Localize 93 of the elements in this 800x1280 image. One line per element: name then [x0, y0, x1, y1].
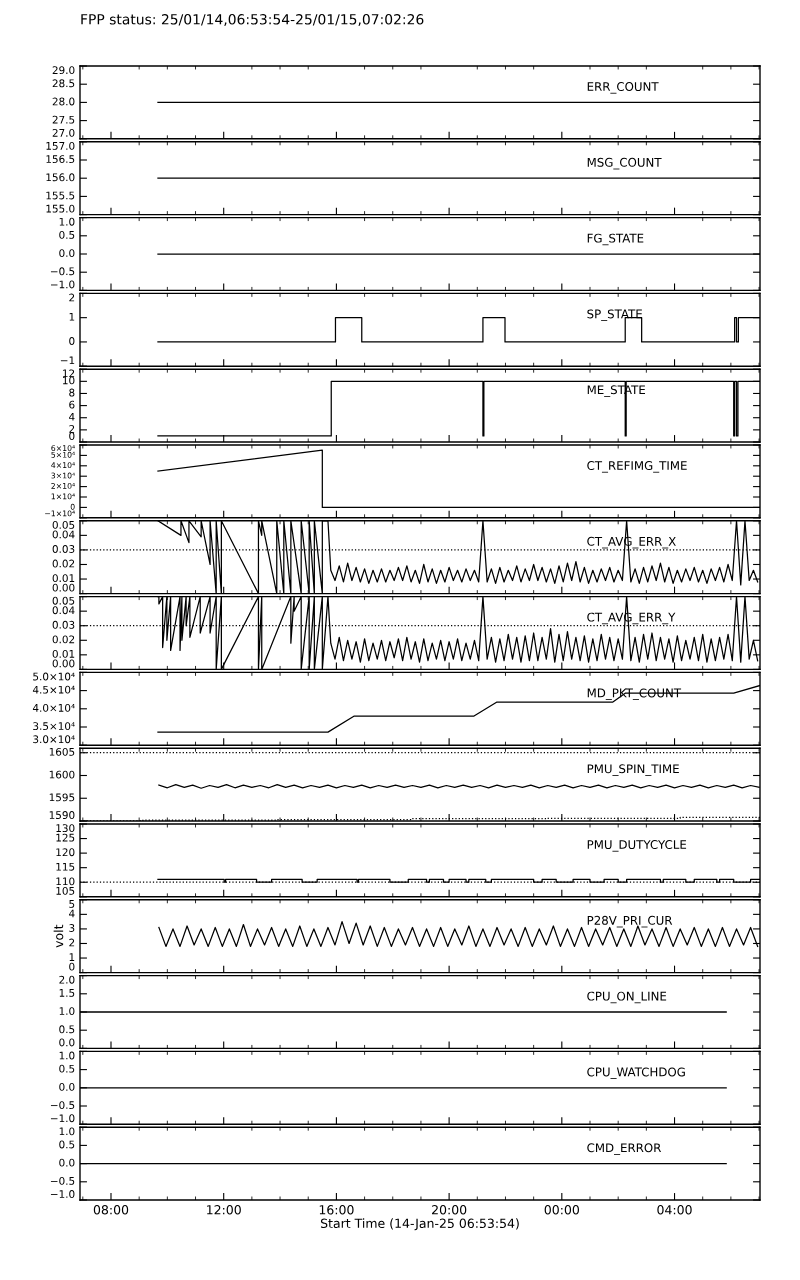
y-tick-label: 12	[63, 369, 75, 378]
y-tick-label: 155.5	[46, 191, 75, 200]
y-tick-label: 0.05	[52, 596, 75, 605]
y-tick-label: 29.0	[52, 66, 75, 75]
y-tick-label: 6	[69, 400, 75, 409]
y-tick-label: 3.5×10⁴	[33, 722, 75, 731]
y-tick-label: 110	[56, 877, 75, 886]
y-tick-label: 0.03	[52, 620, 75, 629]
y-tick-label: −0.5	[50, 1176, 75, 1185]
y-tick-label: 4	[69, 909, 75, 918]
y-tick-label: 0.04	[52, 606, 75, 615]
legend-label: CPU_ON_LINE	[587, 991, 667, 1004]
y-tick-label: 0.5	[59, 1140, 75, 1149]
legend-label: CPU_WATCHDOG	[587, 1067, 685, 1080]
y-tick-label: 5.0×10⁴	[33, 672, 75, 681]
y-tick-label: 130	[56, 824, 75, 833]
y-tick-label: 27.0	[52, 128, 75, 137]
y-tick-label: 28.5	[52, 79, 75, 88]
y-tick-label: 0.0	[59, 1158, 75, 1167]
y-tick-label: 4.5×10⁴	[32, 685, 75, 694]
y-tick-label: 0.01	[52, 574, 75, 583]
y-tick-label: 120	[56, 848, 75, 857]
y-tick-label: 27.5	[52, 115, 75, 124]
y-tick-label: 157.0	[46, 141, 75, 150]
y-tick-label: 156.0	[46, 173, 75, 182]
y-tick-label: 0	[69, 432, 75, 440]
x-tick-label: 00:00	[544, 1205, 579, 1215]
y-tick-label: 1	[69, 953, 75, 961]
y-tick-label: −0.5	[50, 1101, 75, 1110]
y-tick-label: 0.01	[52, 649, 75, 658]
y-tick-label: 0.00	[52, 659, 75, 668]
x-tick-label: 04:00	[657, 1205, 692, 1215]
x-tick-label: 12:00	[207, 1205, 241, 1215]
y-tick-label: 0.02	[52, 635, 75, 644]
chart-title: FPP status: 25/01/14,06:53:54-25/01/15,07:02:26	[81, 14, 424, 26]
y-tick-label: 0.5	[59, 1025, 75, 1034]
legend-label: PMU_DUTYCYCLE	[587, 840, 687, 852]
y-tick-label: 4.0×10⁴	[32, 703, 75, 712]
y-tick-label: 155.0	[46, 204, 75, 213]
x-tick-label: 16:00	[319, 1205, 354, 1215]
y-tick-label: 2.0	[59, 975, 75, 984]
y-tick-label: 0	[69, 337, 75, 345]
legend-label: ERR_COUNT	[587, 82, 659, 94]
y-tick-label: 3	[69, 924, 75, 932]
y-tick-label: 1595	[49, 793, 75, 802]
y-tick-label: 1.0	[59, 1051, 75, 1060]
legend-label: FG_STATE	[587, 233, 644, 246]
y-tick-label: 1600	[49, 770, 75, 779]
legend-label: PMU_SPIN_TIME	[587, 764, 679, 776]
y-tick-label: −1.0	[50, 1190, 75, 1198]
y-tick-label: 0.5	[59, 230, 75, 239]
y-tick-label: 3.0×10⁴	[33, 735, 75, 744]
y-tick-label: 1.0	[59, 1007, 75, 1016]
legend-label: P28V_PRI_CUR	[587, 915, 673, 928]
y-tick-label: 0.0	[59, 249, 75, 258]
legend-label: MSG_COUNT	[587, 157, 662, 170]
y-tick-label: 0.02	[52, 559, 75, 568]
y-tick-label: 2	[69, 425, 75, 433]
y-tick-label: 5	[69, 900, 75, 908]
y-tick-label: 1.0	[59, 217, 75, 226]
y-tick-label: 0.00	[52, 583, 75, 592]
y-tick-label: −1	[60, 356, 75, 365]
y-tick-label: 10	[63, 376, 75, 385]
y-tick-label: 0.05	[52, 520, 75, 529]
y-tick-label: −1.0	[50, 1114, 75, 1123]
y-tick-label: 0	[69, 962, 75, 971]
y-tick-label: 0.0	[59, 1082, 75, 1091]
y-tick-label: 0.0	[59, 1038, 75, 1047]
y-tick-label: 28.0	[52, 97, 75, 106]
y-tick-label: 1590	[49, 811, 75, 819]
legend-label: CT_REFIMG_TIME	[587, 461, 687, 473]
y-axis-title: volt	[53, 924, 64, 948]
y-tick-label: 0.03	[52, 545, 75, 553]
y-tick-label: 115	[56, 862, 75, 871]
x-tick-label: 20:00	[432, 1205, 467, 1215]
legend-label: CMD_ERROR	[587, 1143, 662, 1155]
y-tick-label: 1	[69, 312, 75, 321]
y-tick-label: 1.5	[59, 989, 75, 997]
x-axis-title: Start Time (14-Jan-25 06:53:54)	[320, 1218, 519, 1231]
x-tick-label: 08:00	[93, 1205, 129, 1215]
y-tick-label: 4	[69, 413, 75, 421]
y-tick-label: 156.5	[46, 155, 75, 164]
y-tick-label: 125	[56, 833, 75, 842]
y-tick-label: −1.0	[50, 280, 75, 289]
y-tick-label: 0.5	[59, 1064, 75, 1073]
y-tick-label: 105	[56, 886, 75, 895]
y-tick-label: 0.04	[52, 530, 75, 539]
y-tick-label: 1.0	[59, 1127, 75, 1136]
y-tick-label: −0.5	[50, 267, 75, 276]
y-tick-label: 8	[69, 388, 75, 397]
y-tick-label: 1605	[49, 747, 75, 756]
y-tick-label: 2	[69, 293, 75, 302]
y-tick-label: 2	[69, 938, 75, 947]
